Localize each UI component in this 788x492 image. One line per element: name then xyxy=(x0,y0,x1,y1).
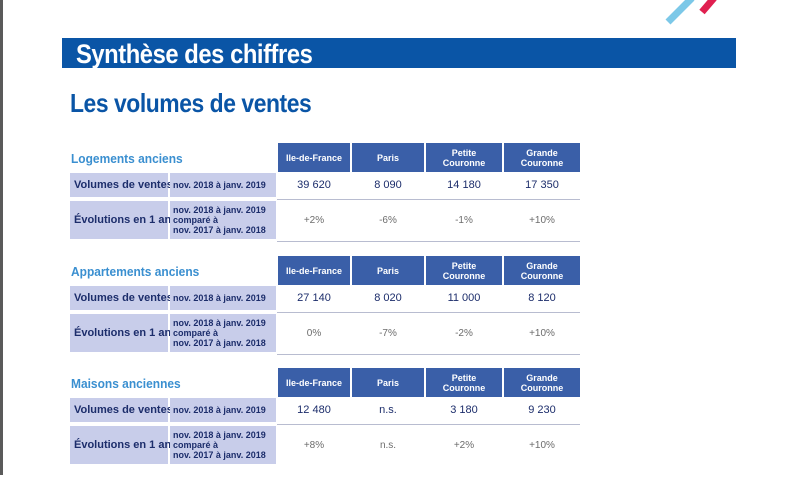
value-grande-couronne: 17 350 xyxy=(525,179,559,191)
row-divider xyxy=(277,354,580,355)
row-period: nov. 2018 à janv. 2019 xyxy=(170,398,276,422)
row-label-volumes: Volumes de ventes xyxy=(70,286,173,310)
section-title: Appartements anciens xyxy=(71,264,200,279)
table-row-evolutions: Évolutions en 1 an nov. 2018 à janv. 201… xyxy=(70,426,580,464)
column-header-ile-de-france: Ile-de-France xyxy=(278,143,350,172)
value-grande-couronne: +10% xyxy=(529,214,555,226)
table-row-evolutions: Évolutions en 1 an nov. 2018 à janv. 201… xyxy=(70,201,580,239)
column-header-ile-de-france: Ile-de-France xyxy=(278,256,350,285)
row-period: nov. 2018 à janv. 2019 comparé à nov. 20… xyxy=(170,314,276,352)
column-header-paris: Paris xyxy=(352,256,424,285)
value-paris: 8 020 xyxy=(374,292,402,304)
table-row-volumes: Volumes de ventes nov. 2018 à janv. 2019… xyxy=(70,286,580,310)
value-grande-couronne: 8 120 xyxy=(528,292,556,304)
corner-stripe-red xyxy=(699,0,717,15)
row-period: nov. 2018 à janv. 2019 comparé à nov. 20… xyxy=(170,426,276,464)
section-title: Logements anciens xyxy=(71,151,183,166)
value-petite-couronne: -1% xyxy=(455,214,473,226)
row-divider xyxy=(277,424,580,425)
value-paris: n.s. xyxy=(379,404,397,416)
value-ile-de-france: 12 480 xyxy=(297,404,331,416)
column-header-grande-couronne: Grande Couronne xyxy=(504,143,580,172)
page-edge-line xyxy=(0,0,3,475)
column-header-grande-couronne: Grande Couronne xyxy=(504,368,580,397)
row-label-volumes: Volumes de ventes xyxy=(70,173,173,197)
column-header-paris: Paris xyxy=(352,368,424,397)
corner-decoration xyxy=(665,0,717,25)
row-label-evolutions: Évolutions en 1 an xyxy=(70,201,171,239)
column-header-petite-couronne: Petite Couronne xyxy=(426,143,502,172)
section-logements-anciens: Logements anciens Ile-de-France Paris Pe… xyxy=(70,143,590,267)
table-row-evolutions: Évolutions en 1 an nov. 2018 à janv. 201… xyxy=(70,314,580,352)
section-appartements-anciens: Appartements anciens Ile-de-France Paris… xyxy=(70,256,590,380)
row-period: nov. 2018 à janv. 2019 xyxy=(170,173,276,197)
section-title: Maisons anciennes xyxy=(71,376,181,391)
column-header-grande-couronne: Grande Couronne xyxy=(504,256,580,285)
page-subtitle: Les volumes de ventes xyxy=(70,88,312,118)
value-paris: 8 090 xyxy=(374,179,402,191)
column-header-paris: Paris xyxy=(352,143,424,172)
row-period: nov. 2018 à janv. 2019 xyxy=(170,286,276,310)
row-divider xyxy=(277,199,580,200)
row-period: nov. 2018 à janv. 2019 comparé à nov. 20… xyxy=(170,201,276,239)
corner-stripe-cyan xyxy=(665,0,695,25)
value-ile-de-france: +2% xyxy=(303,214,325,226)
value-grande-couronne: +10% xyxy=(529,327,555,339)
value-petite-couronne: 3 180 xyxy=(450,404,478,416)
table-row-volumes: Volumes de ventes nov. 2018 à janv. 2019… xyxy=(70,173,580,197)
value-ile-de-france: 27 140 xyxy=(297,292,331,304)
section-maisons-anciennes: Maisons anciennes Ile-de-France Paris Pe… xyxy=(70,368,590,492)
value-petite-couronne: 14 180 xyxy=(447,179,481,191)
row-divider xyxy=(277,241,580,242)
column-header-petite-couronne: Petite Couronne xyxy=(426,368,502,397)
page-banner: Synthèse des chiffres xyxy=(62,38,736,69)
value-paris: -7% xyxy=(379,327,397,339)
value-grande-couronne: 9 230 xyxy=(528,404,556,416)
value-petite-couronne: +2% xyxy=(453,439,475,451)
value-paris: -6% xyxy=(379,214,397,226)
row-label-evolutions: Évolutions en 1 an xyxy=(70,426,171,464)
value-ile-de-france: 39 620 xyxy=(297,179,331,191)
row-label-evolutions: Évolutions en 1 an xyxy=(70,314,171,352)
column-header-petite-couronne: Petite Couronne xyxy=(426,256,502,285)
value-paris: n.s. xyxy=(379,439,397,451)
table-row-volumes: Volumes de ventes nov. 2018 à janv. 2019… xyxy=(70,398,580,422)
row-label-volumes: Volumes de ventes xyxy=(70,398,173,422)
banner-title: Synthèse des chiffres xyxy=(76,39,313,69)
value-petite-couronne: -2% xyxy=(455,327,473,339)
value-ile-de-france: 0% xyxy=(306,327,322,339)
value-grande-couronne: +10% xyxy=(529,439,555,451)
column-header-ile-de-france: Ile-de-France xyxy=(278,368,350,397)
value-ile-de-france: +8% xyxy=(303,439,325,451)
value-petite-couronne: 11 000 xyxy=(447,292,481,304)
row-divider xyxy=(277,312,580,313)
